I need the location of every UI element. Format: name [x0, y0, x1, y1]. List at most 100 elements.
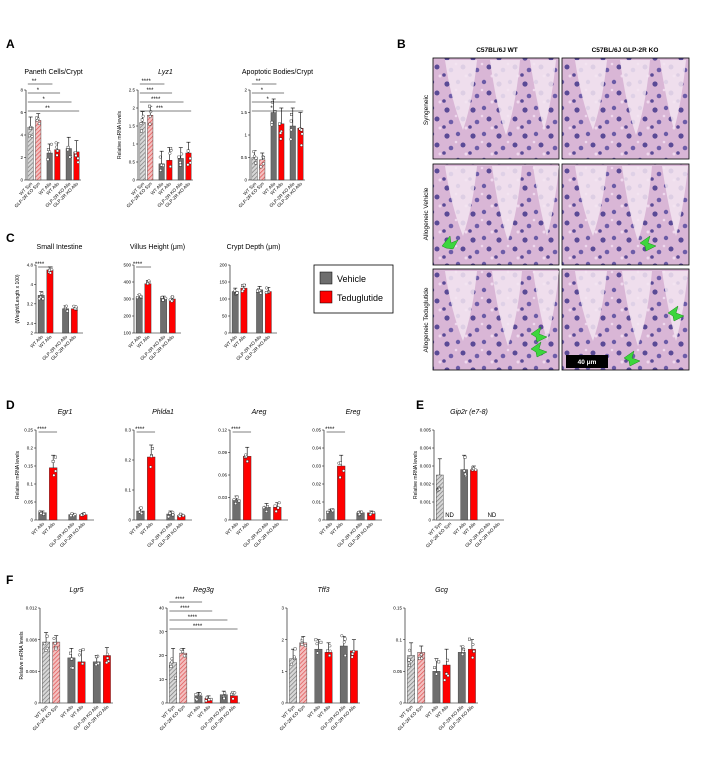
chart-title: Reg3g — [193, 587, 214, 594]
bar — [144, 283, 152, 334]
data-point — [274, 509, 278, 513]
legend-swatch-vehicle — [319, 271, 333, 285]
y-tick-label: 0.02 — [312, 482, 321, 487]
y-tick-label: 100 — [123, 331, 131, 336]
data-point — [352, 650, 355, 653]
y-tick-label: 6 — [20, 110, 23, 115]
y-tick-label: 0.004 — [26, 669, 38, 674]
histology-row-label-allo-teduglutide: Allogeneic Teduglutide — [423, 287, 430, 352]
data-point — [408, 663, 411, 667]
chart-title: Gcg — [435, 587, 448, 594]
data-point — [35, 116, 38, 120]
data-point — [139, 506, 143, 510]
significance-label: **** — [193, 624, 203, 630]
data-point — [56, 149, 59, 153]
data-point — [54, 647, 58, 651]
data-point — [181, 650, 185, 654]
data-point — [462, 469, 466, 473]
significance-label: **** — [175, 597, 185, 603]
y-tick-label: 0 — [244, 178, 247, 183]
significance-label: ** — [45, 106, 50, 112]
bar — [470, 469, 478, 521]
data-point — [240, 289, 244, 293]
data-point — [270, 120, 274, 124]
data-point — [82, 512, 86, 516]
data-point — [94, 655, 98, 659]
y-axis-label: (Weight/Length x 100) — [15, 274, 21, 323]
data-point — [151, 447, 154, 450]
y-tick-label: 0 — [161, 701, 164, 706]
data-point — [245, 459, 249, 463]
significance-label: * — [37, 88, 40, 94]
y-tick-label: 2 — [244, 88, 247, 93]
data-point — [64, 304, 68, 308]
chart-title: Gip2r (e7-8) — [450, 409, 488, 416]
data-point — [446, 674, 450, 678]
data-point — [186, 149, 190, 153]
data-point — [105, 661, 109, 665]
data-point — [262, 506, 266, 510]
y-tick-label: 1 — [132, 142, 135, 147]
data-point — [52, 636, 56, 640]
bar — [289, 125, 296, 181]
y-tick-label: 0.002 — [420, 482, 432, 487]
data-point — [177, 155, 181, 159]
data-point — [342, 469, 346, 473]
data-point — [244, 453, 248, 457]
data-point — [368, 512, 372, 516]
y-tick-label: 0 — [224, 518, 227, 523]
bar — [169, 662, 177, 704]
data-point — [170, 299, 174, 303]
y-tick-label: 1.5 — [241, 110, 248, 115]
data-point — [195, 698, 199, 702]
bar — [350, 650, 358, 704]
bar — [240, 287, 248, 334]
data-point — [37, 122, 41, 126]
data-point — [445, 658, 449, 662]
data-point — [45, 646, 49, 650]
data-point — [264, 291, 268, 294]
data-point — [39, 511, 43, 515]
chart-title: Phlda1 — [152, 409, 174, 416]
data-point — [66, 145, 70, 149]
data-point — [233, 691, 237, 695]
data-point — [360, 510, 364, 514]
bar — [324, 652, 333, 704]
y-axis-label: Relative mRNA levels — [413, 450, 419, 499]
data-point — [223, 691, 227, 695]
data-point — [270, 123, 274, 127]
data-point — [73, 151, 77, 155]
y-tick-label: 0.15 — [24, 464, 33, 469]
y-tick-label: 4.8 — [27, 263, 34, 268]
bar — [166, 159, 173, 181]
bar — [299, 642, 308, 704]
data-point — [180, 152, 184, 156]
data-point — [252, 154, 256, 158]
data-point — [170, 657, 174, 661]
data-point — [73, 512, 77, 516]
data-point — [262, 155, 266, 159]
data-point — [77, 653, 81, 657]
data-point — [235, 495, 239, 499]
data-point — [328, 654, 331, 657]
significance-label: **** — [231, 427, 241, 433]
y-tick-label: 0 — [281, 701, 284, 706]
y-tick-label: 0.05 — [393, 669, 402, 674]
bar — [46, 269, 54, 334]
data-point — [463, 472, 467, 476]
chart-title: Tff3 — [317, 587, 329, 594]
data-point — [262, 162, 265, 166]
data-point — [79, 513, 83, 517]
y-tick-label: 0 — [428, 518, 431, 523]
chart-small_intestine: Small Intestine 2 2.4 3.2 4 4.8 (Weight/Length… — [15, 244, 83, 361]
y-tick-label: 0.1 — [27, 482, 34, 487]
y-tick-label: 1.5 — [129, 124, 136, 129]
bar — [417, 652, 426, 704]
panel-letter-a: A — [6, 37, 15, 51]
